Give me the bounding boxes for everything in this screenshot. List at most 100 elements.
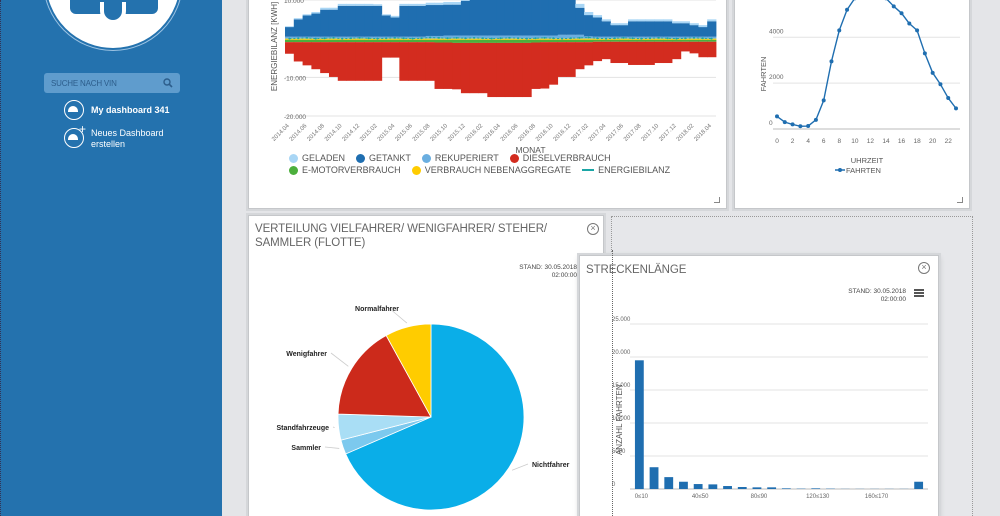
legend-item[interactable]: VERBRAUCH NEBENAGGREGATE [411,165,571,175]
bar-dieselverbrauch [408,42,418,81]
bar-e-motorverbrauch [619,39,629,42]
legend-item[interactable]: DIESELVERBRAUCH [509,153,611,163]
bar-dieselverbrauch [293,42,303,62]
x-tick-label: 10 [851,138,859,145]
point-energiebilanz [305,36,308,39]
close-icon[interactable]: × [918,262,930,274]
point-energiebilanz [437,36,440,39]
bar-e-motorverbrauch [337,39,347,43]
point-energiebilanz [349,37,352,40]
pie-slice-nichtfahrer [345,323,525,511]
bar-e-motorverbrauch [698,39,708,42]
bar-e-motorverbrauch [293,39,303,43]
bar-getankt [443,4,453,36]
bar-e-motorverbrauch [452,39,462,43]
bar-geladen [364,3,374,6]
driver-distribution-panel: VERTEILUNG VIELFAHRER/ WENIGFAHRER/ STEH… [248,215,604,516]
x-tick-label: 4 [806,138,810,145]
pie-label: Nichtfahrer [532,462,570,469]
bar-trip-length [914,481,924,489]
legend-marker [289,153,298,163]
bar-getankt [355,5,365,37]
y-tick-label: 4000 [769,28,784,35]
point-energiebilanz [499,37,502,40]
legend-item[interactable]: ENERGIEBILANZ [582,165,670,175]
bar-trip-length [811,488,821,489]
bar-rekuperiert [487,35,497,39]
bar-geladen [302,14,312,16]
point-energiebilanz [587,36,590,39]
menu-icon[interactable] [914,289,924,297]
x-tick-label: 2017.12 [658,123,678,143]
x-tick-label: 18 [913,138,921,145]
bar-geladen [408,3,418,6]
bar-trip-length [693,484,703,489]
legend-item[interactable]: GELADEN [289,153,345,163]
sidebar-item-new-dashboard[interactable]: + Neues Dashboard erstellen [64,123,181,150]
point-energiebilanz [367,37,370,40]
bar-getankt [496,0,506,36]
x-tick-label: 2016.10 [535,123,555,143]
bar-getankt [390,17,400,37]
bar-dieselverbrauch [610,41,620,64]
bar-getankt [557,0,567,35]
point-energiebilanz [596,37,599,40]
x-tick-label: 2015.02 [359,123,379,143]
x-tick-label: 80≤90 [751,494,768,500]
bar-rekuperiert [557,34,567,39]
vin-search-input[interactable]: SUCHE NACH VIN [44,73,180,93]
bar-getankt [434,5,444,36]
bar-dieselverbrauch [522,42,532,98]
bar-e-motorverbrauch [636,39,647,42]
trip-length-chart: 0 5000 10.000 15.000 20.000 25.000 ANZAHL FAHR… [612,317,928,500]
point-energiebilanz [578,36,581,39]
bar-dieselverbrauch [425,42,435,81]
bar-getankt [522,0,532,36]
bar-getankt [311,13,321,37]
bar-geladen [416,3,427,6]
bar-getankt [469,0,479,36]
bar-dieselverbrauch [460,42,471,94]
bar-verbrauch nebenaggregate [452,38,462,40]
bar-rekuperiert [496,35,506,39]
bar-getankt [566,0,576,35]
bar-e-motorverbrauch [689,39,699,42]
point-energiebilanz [525,37,528,40]
bar-getankt [399,5,409,37]
resize-corner-icon[interactable] [714,197,720,203]
bar-dieselverbrauch [531,42,541,89]
point-energiebilanz [693,36,696,39]
trip-length-panel[interactable]: STRECKENLÄNGE × STAND: 30.05.2018 02:00:… [579,255,939,516]
resize-corner-icon[interactable] [957,197,963,203]
bar-verbrauch nebenaggregate [469,38,479,40]
bar-e-motorverbrauch [399,39,409,43]
legend-item[interactable]: GETANKT [356,153,411,163]
bar-geladen [452,1,462,5]
legend-item[interactable]: E-MOTORVERBRAUCH [289,165,401,175]
bar-geladen [381,14,391,16]
x-tick-label: 120≤130 [806,494,830,500]
point-fahrten [798,124,803,129]
bar-e-motorverbrauch [680,39,691,42]
bar-getankt [575,7,585,35]
bar-rekuperiert [566,34,576,39]
bar-getankt [460,0,471,36]
bar-trip-length [679,481,688,489]
bar-getankt [663,21,673,37]
bar-dieselverbrauch [496,42,506,98]
point-energiebilanz [710,37,713,40]
x-tick-label: 2014.04 [271,123,291,143]
logo[interactable] [46,0,180,48]
point-energiebilanz [675,37,678,40]
bar-e-motorverbrauch [557,39,567,43]
close-icon[interactable]: × [587,223,599,235]
point-fahrten [915,28,920,33]
bar-dieselverbrauch [452,42,462,90]
legend-item[interactable]: REKUPERIERT [421,153,499,163]
x-tick-label: 16 [898,138,906,145]
search-icon[interactable] [163,78,173,88]
x-axis-label: MONAT [515,145,545,155]
point-fahrten [821,98,826,103]
sidebar-item-my-dashboard[interactable]: My dashboard 341 [64,100,170,120]
bar-verbrauch nebenaggregate [689,38,699,40]
